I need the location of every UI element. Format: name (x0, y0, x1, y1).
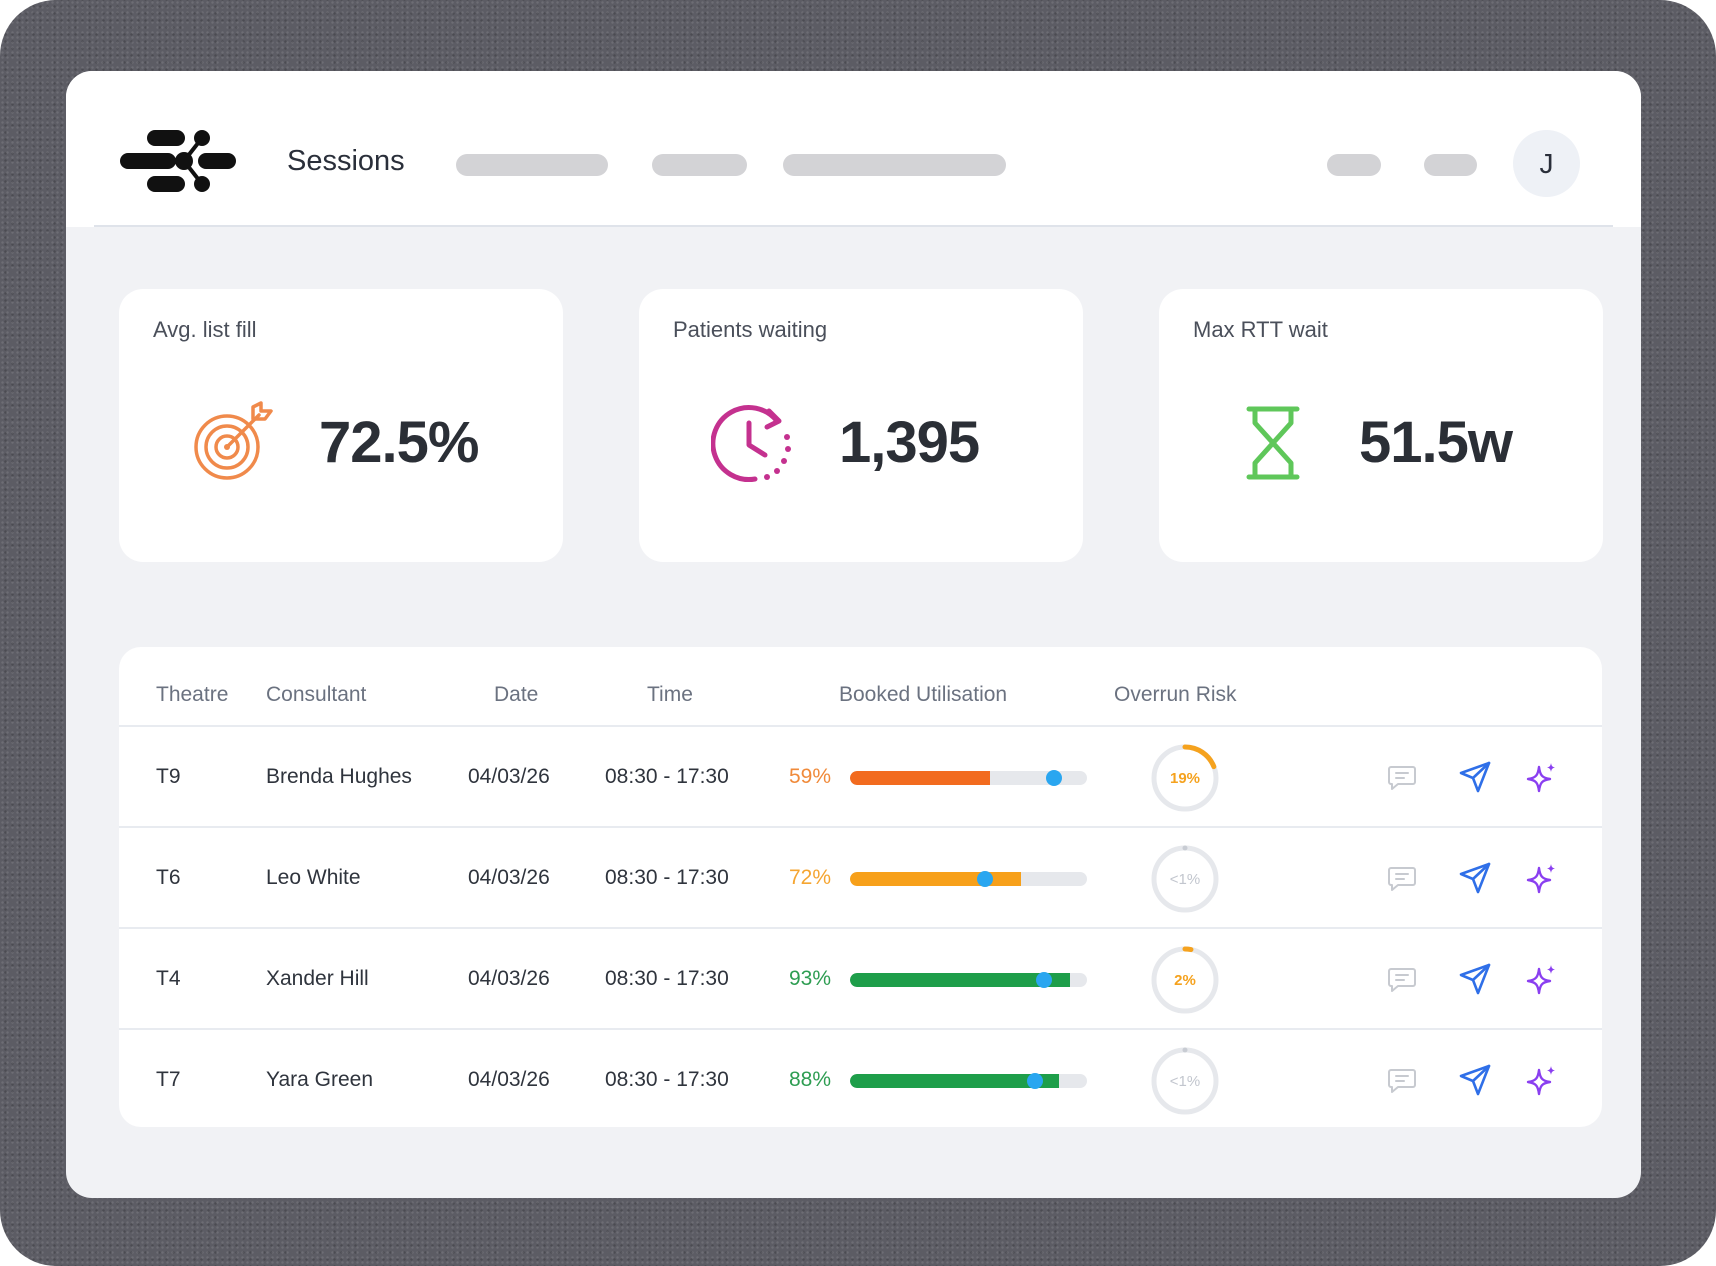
metric-card-list-fill: Avg. list fill 72.5% (119, 289, 563, 562)
utilisation-bar-track (850, 1074, 1087, 1088)
column-header-overrun-risk[interactable]: Overrun Risk (1114, 683, 1237, 706)
metric-value: 1,395 (839, 410, 980, 475)
more-icon[interactable] (1597, 861, 1602, 895)
topbar-divider (94, 225, 1613, 227)
table-row[interactable]: T7 Yara Green 04/03/26 08:30 - 17:30 88%… (119, 1028, 1602, 1127)
column-header-consultant[interactable]: Consultant (266, 683, 367, 706)
cell-consultant: Xander Hill (266, 967, 369, 990)
cell-time: 08:30 - 17:30 (605, 765, 729, 788)
metric-value: 51.5w (1359, 410, 1513, 475)
more-icon[interactable] (1597, 1063, 1602, 1097)
cell-date: 04/03/26 (468, 765, 550, 788)
cell-consultant: Brenda Hughes (266, 765, 412, 788)
send-icon[interactable] (1458, 1063, 1492, 1097)
comment-icon[interactable] (1385, 861, 1419, 895)
more-icon[interactable] (1597, 962, 1602, 996)
metric-card-max-rtt-wait: Max RTT wait 51.5w (1159, 289, 1603, 562)
comment-icon[interactable] (1385, 1063, 1419, 1097)
utilisation-bar-fill (850, 771, 990, 785)
cell-date: 04/03/26 (468, 1068, 550, 1091)
nav-sessions-link[interactable]: Sessions (287, 145, 405, 177)
cell-theatre: T4 (156, 967, 181, 990)
cell-time: 08:30 - 17:30 (605, 967, 729, 990)
cell-consultant: Yara Green (266, 1068, 373, 1091)
sparkle-icon[interactable] (1525, 861, 1559, 895)
cell-utilisation-percent: 93% (789, 967, 832, 990)
utilisation-bar-fill (850, 872, 1021, 886)
utilisation-marker (1036, 972, 1053, 988)
cell-date: 04/03/26 (468, 866, 550, 889)
utilisation-bar-track (850, 872, 1087, 886)
nav-placeholder-3 (783, 154, 1006, 176)
table-row[interactable]: T6 Leo White 04/03/26 08:30 - 17:30 72% … (119, 826, 1602, 927)
send-icon[interactable] (1458, 861, 1492, 895)
sparkle-icon[interactable] (1525, 1063, 1559, 1097)
metric-label: Max RTT wait (1193, 317, 1328, 342)
column-header-theatre[interactable]: Theatre (156, 683, 229, 706)
cell-date: 04/03/26 (468, 967, 550, 990)
app-window: Sessions J Avg. list fill 72.5% Patient (66, 71, 1641, 1198)
utilisation-bar-track (850, 973, 1087, 987)
utilisation-bar-fill (850, 1074, 1059, 1088)
cell-consultant: Leo White (266, 866, 361, 889)
cell-theatre: T6 (156, 866, 181, 889)
overrun-risk-label: <1% (1170, 1073, 1200, 1090)
nav-placeholder-5 (1424, 154, 1477, 176)
utilisation-marker (977, 871, 994, 887)
overrun-risk-ring: <1% (1151, 845, 1219, 913)
sparkle-icon[interactable] (1525, 962, 1559, 996)
overrun-risk-ring: 19% (1151, 744, 1219, 812)
table-row[interactable]: T4 Xander Hill 04/03/26 08:30 - 17:30 93… (119, 927, 1602, 1028)
cell-theatre: T7 (156, 1068, 181, 1091)
utilisation-marker (1026, 1073, 1043, 1089)
comment-icon[interactable] (1385, 962, 1419, 996)
hourglass-icon (1246, 406, 1300, 480)
cell-theatre: T9 (156, 765, 181, 788)
metric-card-patients-waiting: Patients waiting 1,395 (639, 289, 1083, 562)
send-icon[interactable] (1458, 962, 1492, 996)
top-navigation-bar: Sessions J (66, 71, 1641, 227)
app-logo-icon[interactable] (118, 127, 238, 199)
table-row[interactable]: T9 Brenda Hughes 04/03/26 08:30 - 17:30 … (119, 725, 1602, 826)
cell-utilisation-percent: 88% (789, 1068, 832, 1091)
cell-utilisation-percent: 59% (789, 765, 832, 788)
overrun-risk-label: <1% (1170, 871, 1200, 888)
overrun-risk-ring: <1% (1151, 1047, 1219, 1115)
utilisation-bar-track (850, 771, 1087, 785)
metric-label: Patients waiting (673, 317, 828, 342)
clock-history-icon (711, 405, 791, 482)
user-avatar[interactable]: J (1513, 130, 1580, 197)
cell-time: 08:30 - 17:30 (605, 1068, 729, 1091)
nav-placeholder-1 (456, 154, 608, 176)
column-header-date[interactable]: Date (494, 683, 539, 706)
sessions-table: Theatre Consultant Date Time Booked Util… (119, 647, 1602, 1127)
sparkle-icon[interactable] (1525, 760, 1559, 794)
metric-label: Avg. list fill (153, 317, 257, 342)
utilisation-bar-fill (850, 973, 1071, 987)
nav-placeholder-2 (652, 154, 747, 176)
cell-utilisation-percent: 72% (789, 866, 832, 889)
overrun-risk-ring: 2% (1151, 946, 1219, 1014)
cell-time: 08:30 - 17:30 (605, 866, 729, 889)
nav-placeholder-4 (1327, 154, 1381, 176)
column-header-booked-utilisation[interactable]: Booked Utilisation (839, 683, 1008, 706)
target-icon (194, 401, 273, 480)
overrun-risk-label: 19% (1170, 770, 1200, 787)
metric-value: 72.5% (319, 410, 479, 475)
comment-icon[interactable] (1385, 760, 1419, 794)
send-icon[interactable] (1458, 760, 1492, 794)
utilisation-marker (1045, 770, 1062, 786)
more-icon[interactable] (1597, 760, 1602, 794)
column-header-time[interactable]: Time (647, 683, 693, 706)
overrun-risk-label: 2% (1174, 972, 1196, 989)
